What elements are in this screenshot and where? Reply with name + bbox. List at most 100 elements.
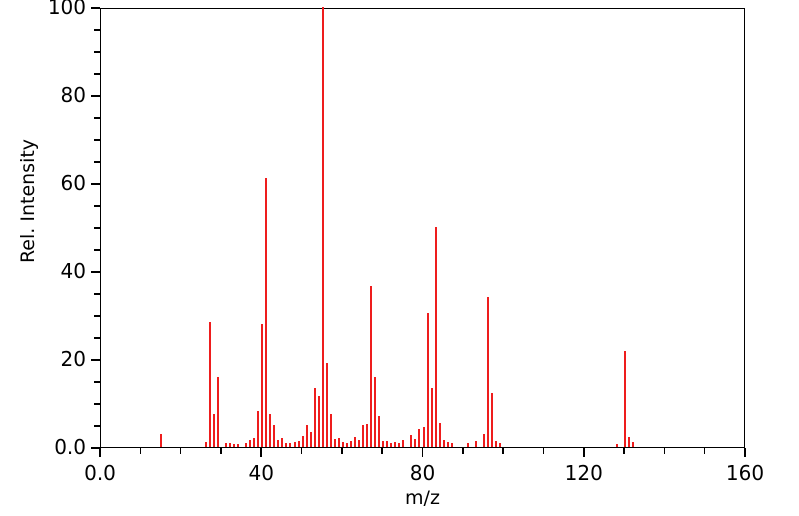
- y-axis-tick-label: 40: [60, 259, 86, 283]
- peak-bar: [632, 441, 635, 447]
- peak-bar: [434, 227, 437, 447]
- y-axis-minor-tick: [94, 293, 100, 295]
- peak-bar: [261, 323, 264, 447]
- x-axis-minor-tick: [220, 448, 222, 454]
- peak-bar: [491, 392, 494, 447]
- peak-bar: [281, 438, 284, 447]
- peak-bar: [382, 440, 385, 447]
- y-axis-tick: [91, 7, 100, 9]
- peak-bar: [362, 425, 365, 447]
- peak-bar: [474, 441, 477, 447]
- x-axis-tick: [99, 448, 101, 457]
- y-axis-tick: [91, 447, 100, 449]
- peak-bar: [301, 435, 304, 447]
- x-axis-minor-tick: [300, 448, 303, 454]
- y-axis-minor-tick: [94, 227, 100, 229]
- peak-bar: [482, 433, 485, 447]
- y-axis-minor-tick: [94, 73, 100, 75]
- peak-bar: [224, 443, 227, 447]
- x-axis-minor-tick: [502, 448, 504, 454]
- peak-bar: [289, 443, 292, 447]
- peak-bar: [273, 425, 276, 447]
- peak-bar: [345, 442, 348, 447]
- x-axis-tick-label: 160: [725, 461, 765, 485]
- y-axis-tick: [91, 271, 100, 273]
- peak-bar: [438, 422, 441, 447]
- y-axis-tick: [91, 183, 100, 185]
- peak-bar: [624, 351, 627, 447]
- y-axis-tick-label: 0.0: [54, 435, 86, 459]
- x-axis-minor-tick: [139, 448, 142, 454]
- peak-bar: [426, 312, 429, 447]
- x-axis-minor-tick: [381, 448, 383, 454]
- x-axis-minor-tick: [542, 448, 545, 454]
- peak-bar: [410, 434, 413, 447]
- x-axis-tick: [260, 448, 263, 457]
- peak-bar: [237, 444, 240, 447]
- x-axis-tick-label: 80: [409, 461, 436, 485]
- y-axis-tick-label: 60: [60, 171, 86, 195]
- peak-bar: [466, 442, 469, 447]
- peak-bar: [265, 177, 268, 447]
- peak-bar: [216, 376, 219, 447]
- peak-bar: [418, 429, 421, 447]
- peak-bar: [337, 438, 340, 447]
- y-axis-minor-tick: [94, 425, 100, 427]
- x-axis-tick-label: 40: [248, 461, 274, 485]
- peak-bar: [277, 439, 280, 447]
- y-axis-minor-tick: [94, 139, 100, 141]
- y-axis-minor-tick: [94, 315, 100, 317]
- peak-bar: [257, 410, 260, 447]
- peak-bar: [487, 296, 489, 447]
- y-axis-tick-label: 100: [47, 0, 86, 19]
- peak-bar: [442, 440, 445, 447]
- peak-bar: [249, 439, 252, 447]
- peak-bar: [495, 440, 498, 447]
- x-axis-tick: [582, 448, 585, 457]
- peak-bar: [233, 444, 236, 447]
- peak-bar: [366, 423, 369, 447]
- x-axis-tick: [421, 448, 424, 457]
- peak-bar: [321, 7, 324, 447]
- y-axis-minor-tick: [94, 51, 100, 53]
- peak-bar: [390, 442, 393, 447]
- y-axis-minor-tick: [94, 117, 100, 119]
- peak-bar: [325, 363, 328, 447]
- peak-bar: [329, 414, 332, 447]
- plot-area: [100, 7, 745, 448]
- peak-bar: [370, 286, 373, 447]
- x-axis-minor-tick: [462, 448, 464, 454]
- peak-bar: [446, 442, 449, 447]
- peak-bar: [616, 444, 618, 447]
- peak-bar: [394, 441, 397, 447]
- peak-bar: [422, 427, 425, 447]
- peak-bar: [293, 441, 296, 447]
- peak-bar: [229, 443, 231, 447]
- peak-bar: [430, 387, 433, 447]
- peak-bar: [212, 414, 215, 447]
- y-axis-tick: [91, 95, 100, 97]
- peak-bar: [309, 431, 312, 447]
- peak-bar: [305, 425, 308, 447]
- peak-bar: [414, 439, 417, 447]
- peak-bar: [297, 440, 300, 447]
- peak-bar: [450, 443, 453, 447]
- peak-bar: [285, 443, 288, 447]
- peak-series: [101, 7, 744, 447]
- x-axis-minor-tick: [663, 448, 666, 454]
- peak-bar: [160, 433, 163, 447]
- peak-bar: [499, 443, 502, 447]
- y-axis-minor-tick: [94, 249, 100, 251]
- peak-bar: [269, 414, 272, 447]
- peak-bar: [204, 441, 207, 447]
- x-axis-minor-tick: [341, 448, 343, 454]
- y-axis-minor-tick: [94, 29, 100, 31]
- x-axis-minor-tick: [623, 448, 625, 454]
- y-axis-minor-tick: [94, 337, 100, 339]
- peak-bar: [333, 439, 336, 447]
- peak-bar: [374, 376, 377, 447]
- x-axis-label: m/z: [405, 487, 440, 509]
- peak-bar: [317, 396, 320, 447]
- y-axis-tick: [91, 359, 100, 361]
- peak-bar: [353, 437, 356, 447]
